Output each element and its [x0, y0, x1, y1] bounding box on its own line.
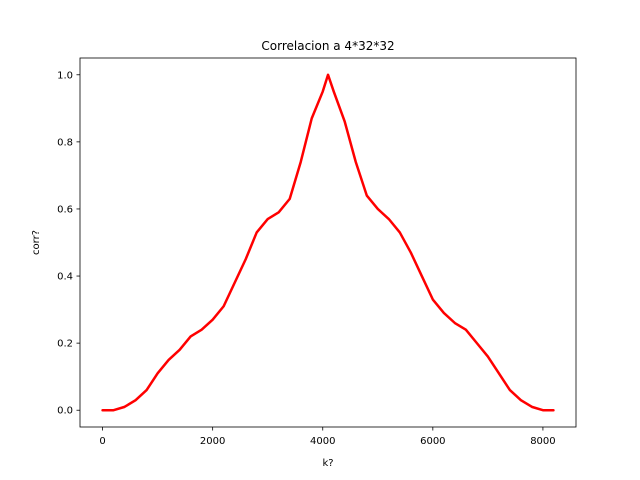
y-tick-label: 0.2: [57, 339, 73, 350]
x-tick-label: 8000: [530, 436, 555, 447]
y-tick-label: 1.0: [57, 70, 73, 81]
x-tick-label: 6000: [420, 436, 445, 447]
y-tick-label: 0.6: [57, 204, 73, 215]
y-tick-label: 0.8: [57, 137, 73, 148]
series-layer: [101, 73, 555, 412]
x-axis-label: k?: [322, 458, 333, 469]
x-tick-label: 0: [99, 436, 105, 447]
x-tick-label: 4000: [310, 436, 335, 447]
y-tick-label: 0.0: [57, 406, 73, 417]
series-line: [101, 73, 555, 412]
axes-frame: [79, 57, 577, 428]
plot-area: [80, 58, 576, 427]
y-tick-label: 0.4: [57, 272, 73, 283]
y-axis: 0.0 0.2 0.4 0.6 0.8 1.0: [57, 70, 80, 417]
chart-title: Correlacion a 4*32*32: [261, 39, 394, 53]
x-axis: 0 2000 4000 6000 8000: [99, 427, 556, 447]
x-tick-label: 2000: [200, 436, 225, 447]
y-axis-label: corr?: [31, 230, 42, 255]
